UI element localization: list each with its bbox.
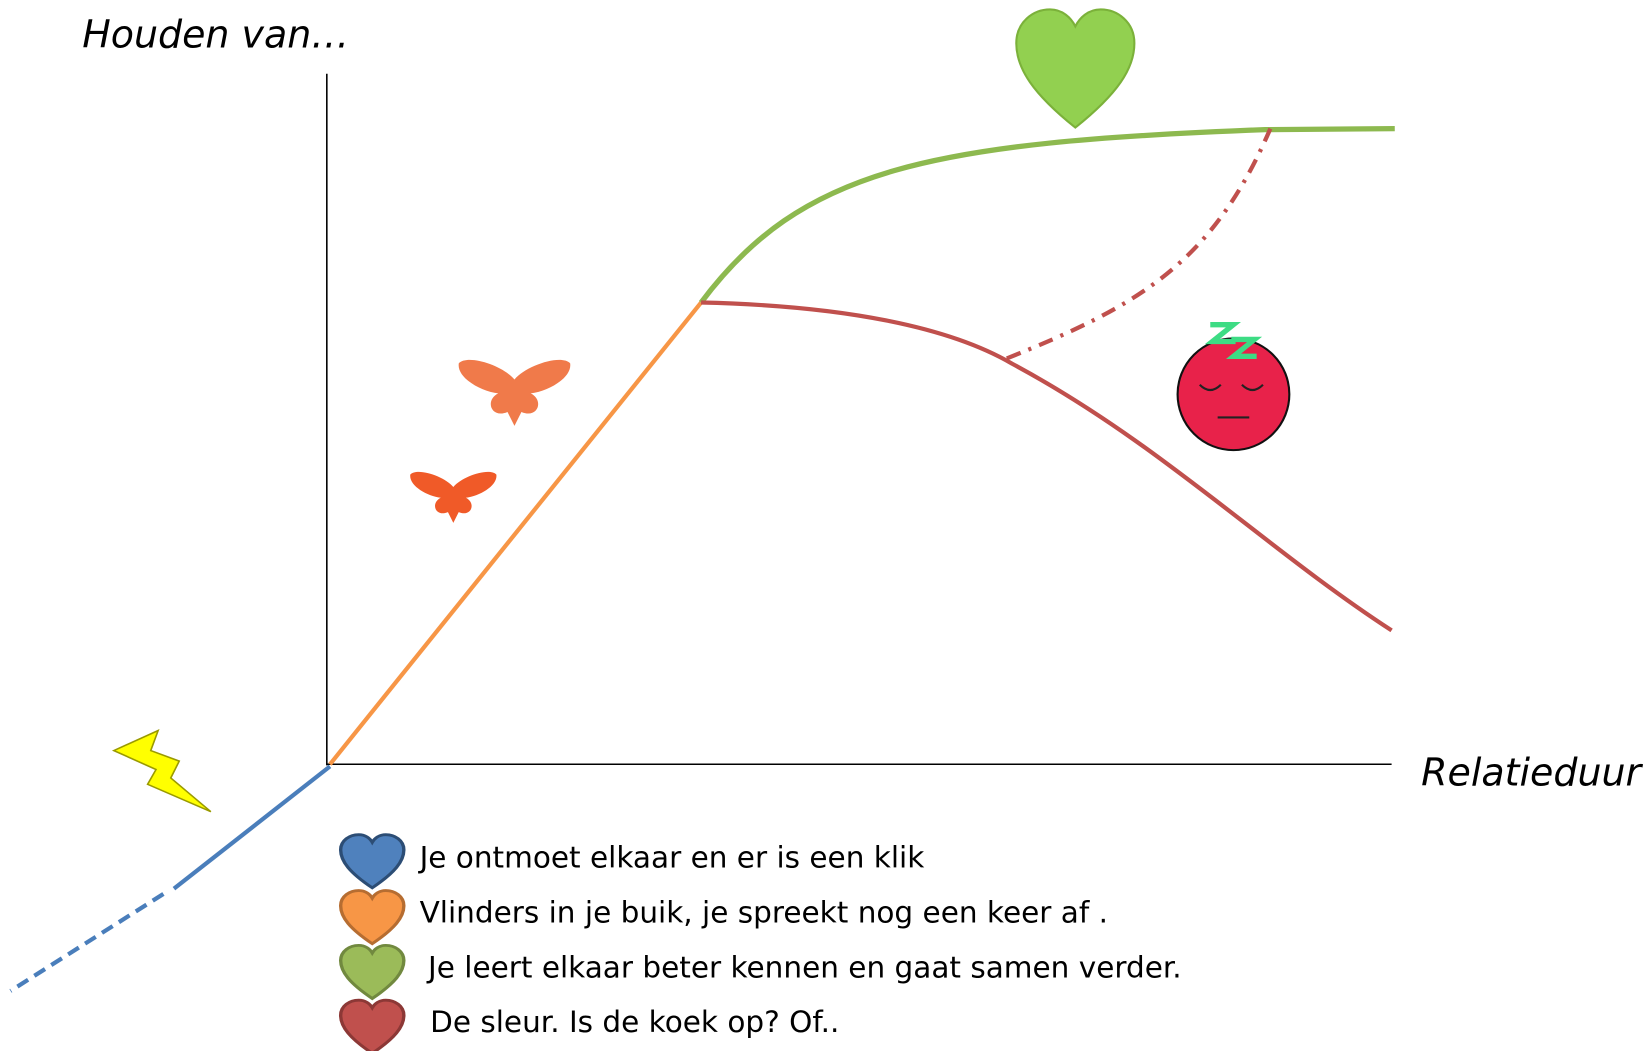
sleepy-face — [1178, 325, 1290, 450]
butterfly — [459, 360, 571, 426]
legend: Je ontmoet elkaar en er is een klik Vlin… — [341, 835, 1182, 1051]
y-axis-label: Houden van… — [82, 12, 349, 56]
legend-heart — [341, 945, 404, 998]
legend-heart — [341, 835, 404, 888]
blue-dashed — [11, 894, 164, 991]
legend-text: Je ontmoet elkaar en er is een klik — [418, 841, 925, 875]
legend-heart — [341, 891, 404, 944]
diagram: Houden van… Relatieduur Je ontmoet elkaa… — [0, 0, 1652, 1051]
legend-text: Vlinders in je buik, je spreekt nog een … — [420, 895, 1108, 929]
legend-text: De sleur. Is de koek op? Of.. — [430, 1005, 839, 1039]
blue-line — [174, 766, 330, 888]
legend-heart — [341, 1000, 404, 1051]
legend-text: Je leert elkaar beter kennen en gaat sam… — [426, 950, 1182, 984]
red-line — [701, 303, 1392, 631]
green-heart — [1016, 9, 1134, 127]
lightning — [114, 731, 211, 812]
green-line — [701, 129, 1395, 303]
x-axis-label: Relatieduur — [1421, 750, 1643, 794]
butterfly — [410, 472, 496, 523]
orange-line — [330, 303, 701, 765]
